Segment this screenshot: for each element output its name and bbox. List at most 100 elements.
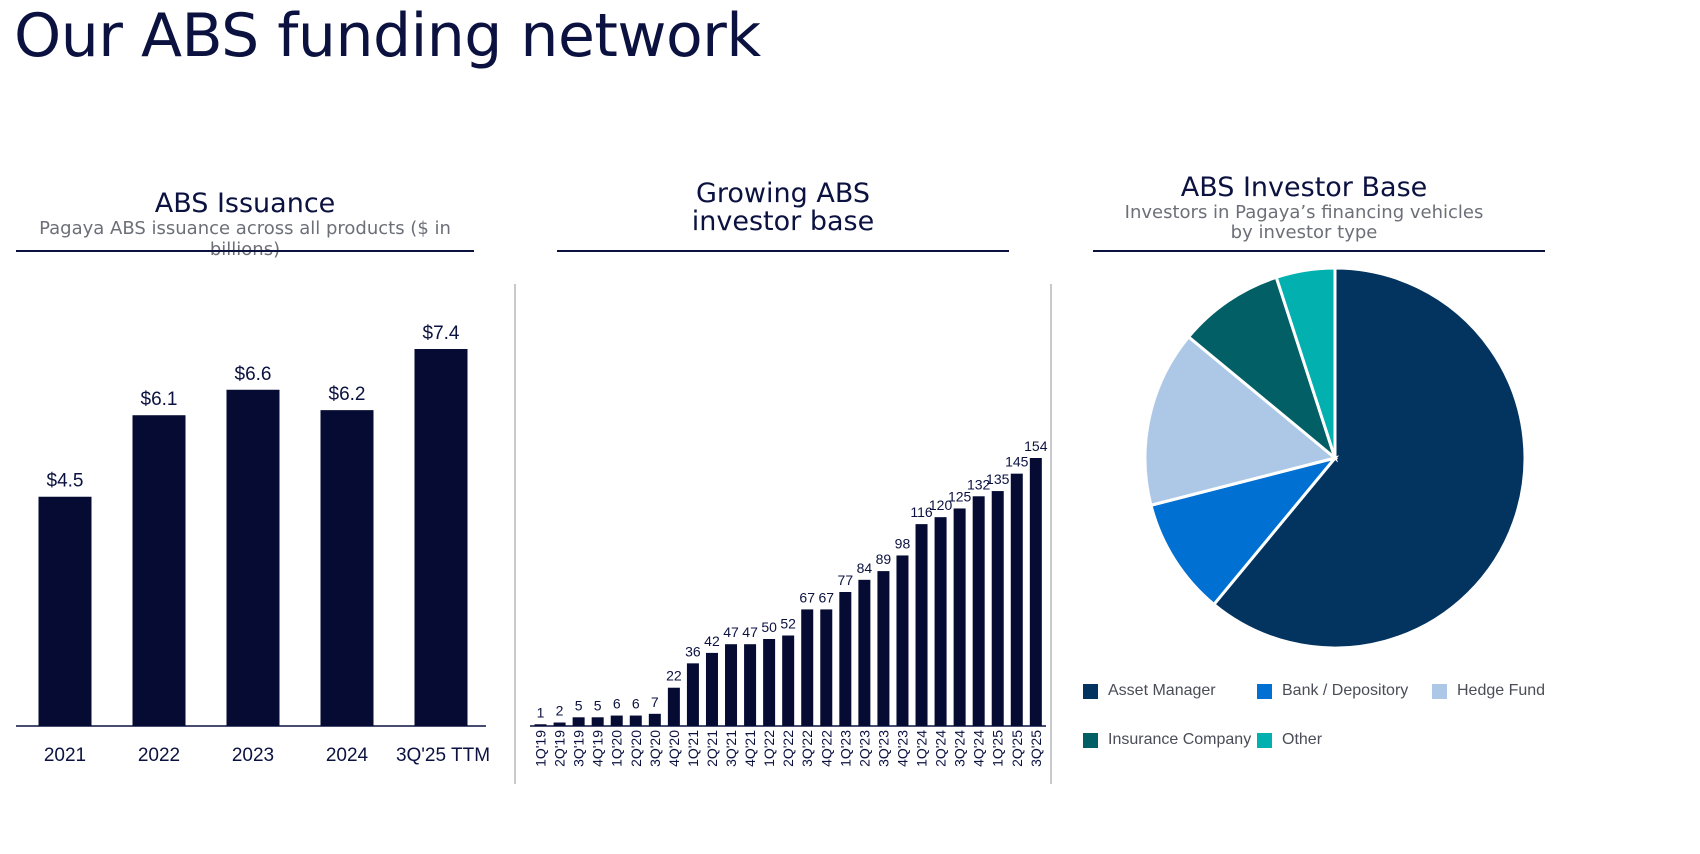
tick-label: 3Q'22 xyxy=(799,730,815,767)
tick-label: 4Q'24 xyxy=(971,730,987,767)
page-title: Our ABS funding network xyxy=(14,1,761,71)
tick-label: 3Q'24 xyxy=(952,730,968,767)
investors-title-line2: investor base xyxy=(691,206,875,237)
tick-label: 2Q'22 xyxy=(780,730,796,767)
divider-left xyxy=(514,284,516,784)
data-label: 120 xyxy=(929,497,953,513)
data-label: 50 xyxy=(761,619,777,635)
tick-label: 4Q'22 xyxy=(818,730,834,767)
data-label: 145 xyxy=(1005,454,1029,470)
data-label: 6 xyxy=(632,696,640,712)
data-label: 52 xyxy=(780,616,796,632)
bar xyxy=(782,635,795,726)
tick-label: 2Q'23 xyxy=(856,730,872,767)
data-label: $6.6 xyxy=(235,364,272,385)
bar xyxy=(132,415,186,726)
legend-label: Asset Manager xyxy=(1108,682,1216,699)
data-label: 6 xyxy=(613,696,621,712)
legend-swatch xyxy=(1257,683,1272,699)
data-label: 135 xyxy=(986,471,1010,487)
bar xyxy=(953,508,966,726)
bar xyxy=(1010,473,1023,726)
legend-swatch xyxy=(1257,732,1272,748)
data-label: 47 xyxy=(723,624,739,640)
pie-slice xyxy=(1186,275,1339,463)
legend-item-asset-manager: Asset Manager xyxy=(1083,682,1216,700)
bar xyxy=(877,571,890,726)
tick-label: 2Q'20 xyxy=(628,730,644,767)
bar xyxy=(667,687,680,726)
tick-label: 1Q'23 xyxy=(837,730,853,767)
legend-swatch xyxy=(1083,732,1098,748)
tick-label: 1Q'19 xyxy=(533,730,549,767)
data-label: $6.1 xyxy=(141,389,178,410)
data-label: 125 xyxy=(948,488,972,504)
tick-label: 1Q'25 xyxy=(990,730,1006,767)
tick-label: 2Q'24 xyxy=(933,730,949,767)
data-label: $7.4 xyxy=(423,323,460,344)
tick-label: 3Q'23 xyxy=(875,730,891,767)
bar xyxy=(648,713,661,726)
bar xyxy=(801,609,814,726)
data-label: 5 xyxy=(575,697,583,713)
bar xyxy=(610,715,623,726)
bar xyxy=(763,638,776,726)
tick-label: 4Q'19 xyxy=(590,730,606,767)
tick-label: 2Q'21 xyxy=(704,730,720,767)
tick-label: 3Q'25 xyxy=(1028,730,1044,767)
bar xyxy=(991,491,1004,726)
data-label: 116 xyxy=(910,504,933,520)
data-label: 89 xyxy=(876,551,892,567)
bar xyxy=(705,652,718,726)
data-label: 132 xyxy=(967,476,991,492)
bar xyxy=(686,663,699,726)
data-label: 77 xyxy=(838,572,854,588)
data-label: 36 xyxy=(685,643,701,659)
legend-item-other: Other xyxy=(1257,731,1322,749)
bar xyxy=(839,592,852,726)
legend-label: Bank / Depository xyxy=(1282,682,1409,699)
bar xyxy=(915,524,928,726)
data-label: 47 xyxy=(742,624,758,640)
data-label: 22 xyxy=(666,668,682,684)
pie-chart xyxy=(1143,266,1527,650)
base-title: ABS Investor Base xyxy=(1180,172,1428,203)
bar xyxy=(572,717,585,726)
tick-label: 1Q'22 xyxy=(761,730,777,767)
pie-legend: Asset Manager Bank / Depository Hedge Fu… xyxy=(1083,680,1563,760)
bar xyxy=(534,724,547,726)
legend-label: Hedge Fund xyxy=(1457,682,1546,699)
pie-slice xyxy=(1211,266,1527,650)
tick-label: 4Q'23 xyxy=(894,730,910,767)
tick-label: 3Q'20 xyxy=(647,730,663,767)
base-subtitle-line1: Investors in Pagaya’s financing vehicles xyxy=(1124,202,1484,223)
bar xyxy=(896,555,909,726)
bar xyxy=(858,579,871,726)
bar xyxy=(320,410,374,726)
pie-slice xyxy=(1143,334,1339,508)
bar xyxy=(972,496,985,726)
tick-label: 1Q'24 xyxy=(914,730,930,767)
investors-title-line1: Growing ABS xyxy=(695,178,871,209)
data-label: 5 xyxy=(594,697,602,713)
bar xyxy=(820,609,833,726)
tick-label: 3Q'25 TTM xyxy=(396,745,490,766)
issuance-rule xyxy=(16,250,474,252)
bar xyxy=(38,496,92,726)
tick-label: 2Q'19 xyxy=(552,730,568,767)
legend-swatch xyxy=(1432,683,1447,699)
bar xyxy=(591,717,604,726)
issuance-title: ABS Issuance xyxy=(154,188,336,219)
bar xyxy=(1029,458,1042,726)
tick-label: 1Q'20 xyxy=(609,730,625,767)
data-label: $4.5 xyxy=(47,471,84,492)
legend-item-bank: Bank / Depository xyxy=(1257,682,1408,700)
data-label: 154 xyxy=(1024,438,1048,454)
pie-slice xyxy=(1274,266,1337,459)
legend-item-hedge-fund: Hedge Fund xyxy=(1432,682,1545,700)
tick-label: 1Q'21 xyxy=(685,730,701,767)
tick-label: 2021 xyxy=(44,745,86,766)
base-rule xyxy=(1093,250,1545,252)
legend-item-insurance: Insurance Company xyxy=(1083,731,1251,749)
legend-label: Other xyxy=(1282,731,1323,748)
